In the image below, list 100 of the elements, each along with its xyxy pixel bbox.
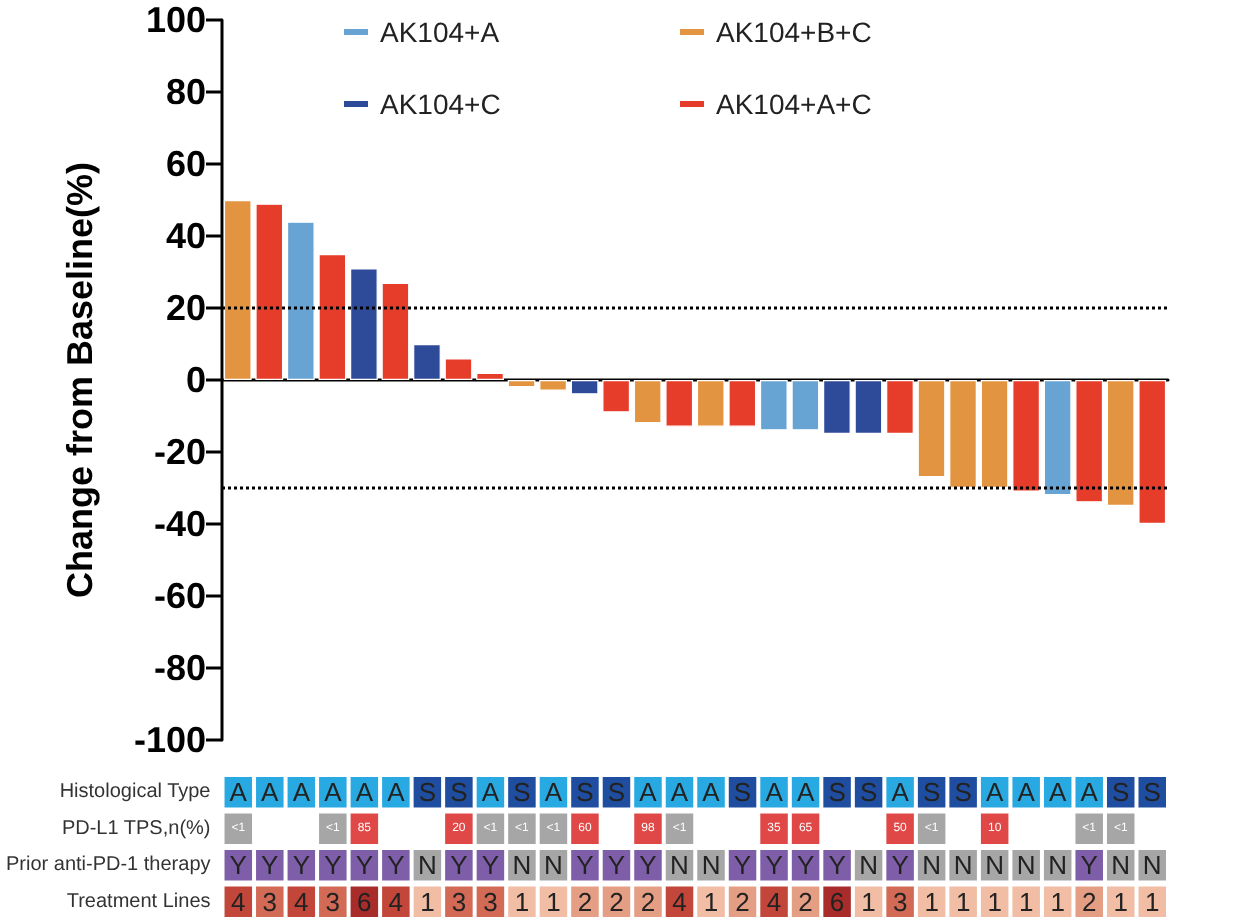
text: Y [765,850,783,881]
text: 2 [609,886,624,917]
y-tick-label: -60 [153,576,206,616]
text: N [922,850,942,881]
bar [949,380,977,488]
text: 1 [924,886,939,917]
text: S [828,777,846,808]
text: S [418,777,437,808]
text: A [355,777,374,808]
text: 3 [262,886,278,917]
bar [980,380,1009,488]
text: 3 [892,886,908,917]
text: Y [891,850,909,881]
text: Y [324,850,342,881]
bar [539,380,567,391]
text: 2 [798,886,813,917]
text: 1 [546,886,561,917]
text: N [701,850,721,881]
text: 4 [766,886,782,917]
legend-label: AK104+C [380,88,501,120]
text: A [891,777,909,808]
text: N [1111,850,1131,881]
text: S [1143,777,1161,808]
text: N [670,850,689,881]
text: Y [387,850,405,881]
y-tick-label: -80 [153,648,206,688]
text: S [859,777,878,808]
text: A [292,777,310,808]
text: 1 [987,886,1002,917]
legend-label: AK104+A [380,16,501,48]
bar [1012,380,1040,492]
text: 1 [861,886,876,917]
text: S [513,777,531,808]
text: Y [576,850,594,881]
bar [381,282,410,380]
legend-label: AK104+A+C [716,88,872,120]
text: A [985,777,1004,808]
y-tick-label: 60 [165,144,206,184]
y-tick-label: 20 [165,288,206,328]
text: A [387,777,405,808]
text: N [544,850,563,881]
text: 2 [577,886,593,917]
text: 4 [388,886,404,917]
text: A [481,777,500,808]
y-tick-label: -40 [153,504,206,544]
text: 4 [294,886,309,917]
text: Y [733,850,752,881]
text: Y [450,850,468,881]
bar [350,268,378,380]
text: 4 [231,886,246,917]
text: A [261,777,279,808]
text: Y [292,850,310,881]
text: Y [355,850,374,881]
text: 2 [1081,886,1097,917]
y-tick-label: -20 [153,432,206,472]
text: S [954,777,972,808]
text: N [985,850,1005,881]
bar [917,380,946,478]
y-tick-label: Prior anti-PD-1 therapy [5,854,211,877]
text: 1 [1113,886,1128,917]
y-tick-label: Histological Type [59,781,212,804]
text: S [450,777,468,808]
text: Y [639,850,657,881]
text: A [324,777,342,808]
bar [413,344,441,380]
y-tick-label: Treatment Lines [66,890,211,913]
text: A [702,777,720,808]
text: S [922,777,941,808]
text: 3 [451,886,467,917]
text: S [576,777,594,808]
bar [444,358,473,380]
y-tick-label: 0 [185,360,206,400]
bar [854,380,883,434]
text: Y [229,850,247,881]
text: N [1016,850,1036,881]
y-tick-label: -100 [133,720,206,760]
text: Y [481,850,500,881]
y-tick-label: 100 [145,0,206,40]
y-tick-label: 80 [165,72,206,112]
text: N [417,850,437,881]
text: N [1048,850,1068,881]
text: A [544,777,563,808]
bar [886,380,914,434]
text: 2 [640,886,656,917]
bar [507,380,536,388]
text: N [512,850,532,881]
text: S [733,777,752,808]
text: 4 [672,886,687,917]
text: A [229,777,247,808]
y-tick-label: PD-L1 TPS,n(%) [61,817,211,840]
text: 1 [1050,886,1065,917]
text: 3 [483,886,498,917]
text: Y [261,850,279,881]
text: 1 [1018,886,1034,917]
text: 6 [829,886,845,917]
text: 1 [1145,886,1160,917]
text: 1 [703,886,719,917]
text: Y [828,850,846,881]
text: 2 [735,886,750,917]
text: A [670,777,689,808]
